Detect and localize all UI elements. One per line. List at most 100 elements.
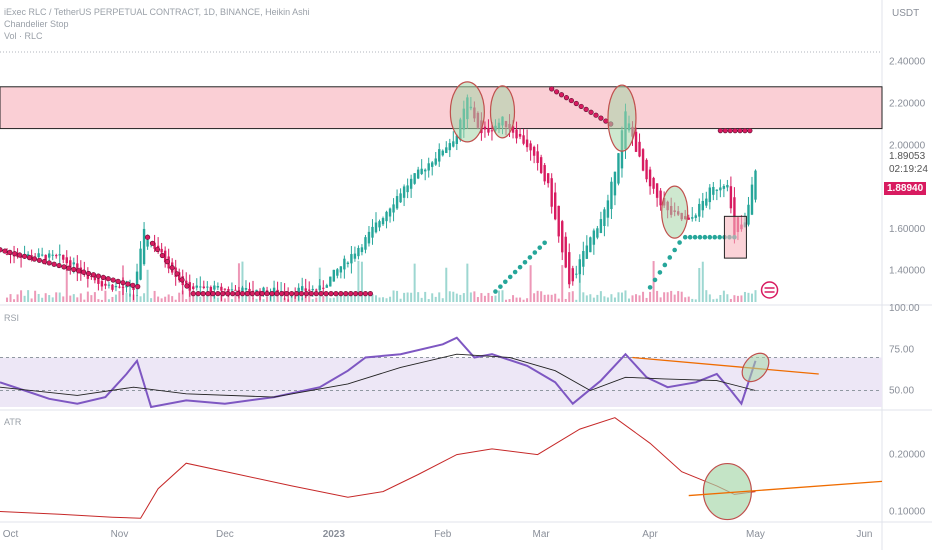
candle-body (128, 285, 132, 287)
rsi-tick-label: 50.00 (889, 386, 914, 397)
volume-bar (526, 298, 529, 302)
candle-body (202, 286, 206, 288)
volume-bar (459, 294, 462, 302)
chandelier-stop-dot (558, 92, 565, 98)
volume-bar (125, 292, 128, 302)
candle-body (90, 275, 93, 277)
candle-body (272, 287, 276, 293)
highlight-ellipse[interactable] (449, 81, 485, 143)
highlight-rect[interactable] (723, 215, 747, 259)
candle-body (392, 204, 395, 213)
atr-trendline[interactable] (688, 480, 883, 497)
candle-body (603, 209, 606, 227)
chandelier-stop-dot (269, 291, 275, 297)
volume-legend[interactable]: Vol · RLC (4, 31, 43, 41)
candle-body (610, 181, 613, 210)
volume-bar (673, 294, 676, 302)
chandelier-stop-dot (120, 280, 126, 286)
highlight-ellipse[interactable] (661, 185, 689, 239)
volume-bar (83, 299, 86, 302)
volume-bar (726, 294, 729, 302)
chandelier-stop-dot (717, 234, 722, 240)
volume-bar (206, 293, 209, 302)
time-tick-label: Apr (642, 529, 658, 540)
candle-body (346, 262, 350, 265)
volume-bar (505, 299, 508, 302)
volume-bar (649, 291, 652, 302)
chandelier-stop-dot (274, 291, 280, 297)
candle-body (163, 250, 167, 263)
chandelier-stop-dot (159, 252, 165, 259)
candle-body (234, 289, 237, 291)
volume-bar (522, 299, 525, 302)
current-price-tag: 1.88940 (884, 182, 927, 195)
candle-body (40, 254, 44, 256)
volume-bar (613, 297, 616, 302)
atr-legend[interactable]: ATR (4, 417, 22, 427)
volume-bar (167, 294, 170, 302)
volume-bar (223, 298, 226, 302)
chandelier-stop-dot (234, 291, 241, 297)
volume-bar (747, 292, 750, 302)
candle-body (434, 158, 437, 165)
rsi-line[interactable] (0, 336, 757, 409)
rsi-ma-line[interactable] (0, 353, 756, 398)
volume-bar (136, 294, 139, 302)
rsi-trendline[interactable] (632, 356, 819, 375)
chandelier-stop-legend[interactable]: Chandelier Stop (4, 19, 69, 29)
candle-body (308, 289, 311, 291)
volume-bar (378, 297, 381, 302)
candle-body (522, 135, 525, 144)
candle-body (546, 173, 550, 184)
candle-body (381, 218, 385, 225)
volume-bar (480, 293, 483, 302)
rsi-highlight-ellipse[interactable] (737, 348, 774, 387)
volume-bar (403, 292, 406, 302)
candle-body (121, 286, 125, 288)
volume-bar (255, 298, 258, 302)
candle-body (304, 288, 307, 291)
volume-bar (9, 294, 12, 302)
chandelier-stop-dot (76, 268, 82, 274)
candle-body (431, 162, 434, 167)
volume-bar (656, 290, 659, 302)
candle-body (142, 228, 146, 265)
resistance-zone[interactable] (0, 86, 883, 130)
volume-bar (617, 292, 620, 302)
volume-bar (311, 299, 314, 302)
chandelier-stop-dot (737, 128, 743, 134)
volume-bar (508, 299, 511, 302)
volume-bar (736, 295, 739, 302)
candle-body (206, 286, 209, 288)
symbol-legend[interactable]: iExec RLC / TetherUS PERPETUAL CONTRACT,… (4, 6, 310, 42)
candle-body (427, 163, 430, 171)
volume-bar (599, 291, 602, 302)
candle-body (283, 291, 286, 293)
volume-bar (420, 297, 423, 302)
chandelier-stop-dot (230, 291, 236, 297)
volume-bar (670, 290, 673, 302)
candle-body (223, 288, 227, 290)
highlight-ellipse[interactable] (489, 85, 516, 139)
candle-body (111, 284, 114, 290)
rsi-legend[interactable]: RSI (4, 313, 20, 323)
chandelier-stop-dot (647, 285, 653, 290)
volume-bar (638, 295, 641, 302)
rsi-tick-label: 75.00 (889, 344, 914, 355)
volume-bar (642, 291, 645, 302)
volume-bar (290, 292, 293, 302)
volume-bar (620, 292, 623, 302)
chandelier-stop-dot (244, 291, 250, 297)
atr-line[interactable] (0, 417, 756, 519)
chandelier-stop-dot (573, 100, 579, 107)
chandelier-stop-dot (667, 255, 673, 260)
candle-body (536, 151, 539, 163)
highlight-ellipse[interactable] (607, 84, 637, 152)
volume-bar (585, 295, 588, 302)
event-marker-icon[interactable] (760, 281, 779, 299)
volume-bar (252, 298, 255, 302)
volume-bar (209, 290, 212, 302)
volume-bar (139, 296, 142, 302)
